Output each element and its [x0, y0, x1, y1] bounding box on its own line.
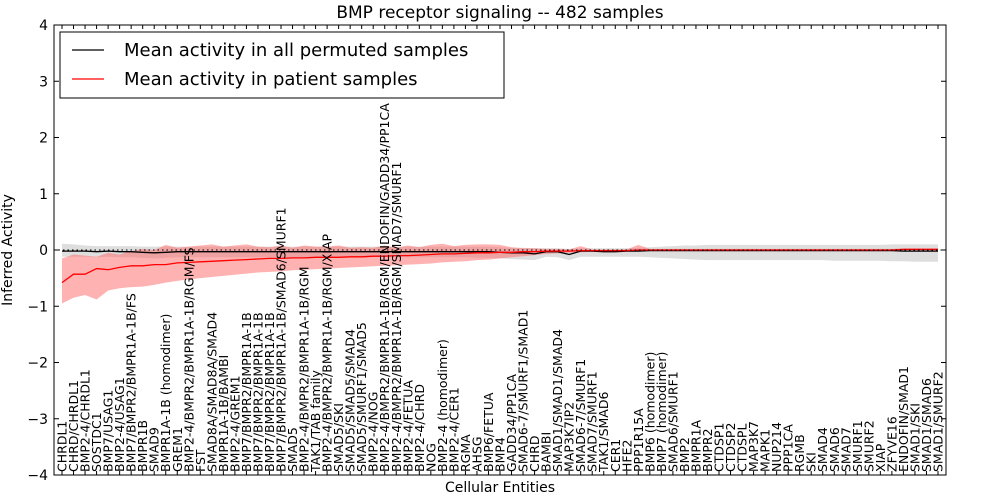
x-category-label: BMP7/BMPR2/BMPR1A-1B/FS: [124, 293, 139, 472]
x-category-label: CHRD: [527, 436, 542, 472]
x-category-labels: CHRDL1CHRD/CHRDL1BMP2-4/CHRDL1SOSTDC1BMP…: [55, 103, 946, 473]
x-axis-label: Cellular Entities: [445, 480, 555, 496]
x-category-label: BMP2-4/CHRD: [412, 384, 427, 472]
x-category-label: AHSG: [469, 436, 484, 472]
x-category-label: SMAD7: [838, 427, 853, 472]
x-category-label: MAP3K7IP2: [562, 402, 577, 472]
x-category-label: SMURF1: [850, 420, 865, 472]
x-category-label: SMAD6: [827, 427, 842, 472]
x-category-label: BMP6 (homodimer): [642, 352, 657, 472]
x-category-label: SMAD5/SMURF1/SMAD5: [354, 322, 369, 472]
x-category-label: BMPR1B: [135, 420, 150, 472]
x-category-label: SMAD6-7/SMURF1/SMAD1: [516, 310, 531, 472]
y-axis-label: Inferred Activity: [0, 194, 16, 306]
x-category-label: TAK1/TAB family: [308, 369, 323, 473]
x-category-label: BMP2: [677, 437, 692, 472]
x-category-label: GREM1: [170, 427, 185, 472]
x-category-label: CHRDL1: [55, 421, 70, 472]
x-category-label: BMP2-4/BMPR2/BMPR1A-1B/RGM/SMAD7/SMURF1: [389, 162, 404, 472]
x-category-label: XIAP: [873, 443, 888, 472]
x-category-label: SMAD5/SKI: [331, 403, 346, 472]
x-category-label: SMAD7/SMURF1: [585, 371, 600, 472]
x-category-label: BMP2-4/BMPR2/BMPR1A-1B/RGM: [297, 267, 312, 473]
chart-title: BMP receptor signaling -- 482 samples: [336, 3, 663, 23]
x-category-label: CTDSPL: [735, 424, 750, 472]
x-category-label: BMP2-4/FETUA: [400, 380, 415, 472]
x-category-label: SMAD1/SMURF2: [931, 371, 946, 472]
x-category-label: ENDOFIN/SMAD1: [896, 366, 911, 472]
legend-label-permuted: Mean activity in all permuted samples: [124, 40, 468, 61]
x-category-label: BMP2-4/CHRDL1: [78, 369, 93, 472]
x-category-label: MAP3K7: [746, 421, 761, 472]
x-category-label: SMAD6/SMURF1: [665, 371, 680, 472]
x-category-label: SMAD9: [147, 427, 162, 472]
x-category-label: SMAD1/SKI: [907, 403, 922, 472]
x-category-label: FST: [193, 449, 208, 472]
x-category-label: BMPR1A-1B/BAMBI: [216, 355, 231, 472]
x-category-label: BMP2-4/GREM1: [227, 375, 242, 472]
y-tick-label: −4: [27, 468, 48, 484]
y-tick-label: −1: [27, 299, 48, 315]
legend-box: [59, 31, 505, 99]
y-tick-label: 2: [39, 131, 48, 147]
x-category-label: BMPR1A-1B (homodimer): [158, 314, 173, 472]
x-category-label: NOG: [423, 443, 438, 472]
x-category-label: BAMBI: [539, 432, 554, 472]
x-category-label: BMP2-4/NOG: [366, 392, 381, 472]
y-tick-label: 4: [39, 18, 48, 34]
y-tick-label: 3: [39, 74, 48, 90]
x-category-label: SKI: [804, 452, 819, 472]
x-category-label: BMP2-4/BMPR2/BMPR1A-1B/RGM/XIAP: [320, 233, 335, 472]
x-category-label: SMAD5: [285, 427, 300, 472]
x-category-label: SMAD4: [815, 427, 830, 472]
x-category-label: BMP7/USAG1: [101, 390, 116, 472]
x-category-label: ZFYVE16: [884, 416, 899, 472]
y-tick-label: −2: [27, 356, 48, 372]
x-category-label: BMP2-4/BMPR2/BMPR1A-1B/RGM/FS: [181, 247, 196, 472]
x-category-label: SMAD5/SMAD5/SMAD4: [343, 329, 358, 472]
x-category-label: SMAD6-7/SMURF1: [573, 359, 588, 472]
x-category-label: BMP6/FETUA: [481, 392, 496, 472]
y-tick-label: −3: [27, 412, 48, 428]
x-category-label: BMPR2: [700, 428, 715, 472]
x-category-label: GADD34/PP1CA: [504, 374, 519, 472]
x-category-label: RGMB: [792, 434, 807, 472]
legend: Mean activity in all permuted samples Me…: [59, 31, 505, 99]
x-category-label: PPP1R15A: [631, 408, 646, 472]
x-category-label: BMP4: [493, 437, 508, 472]
x-category-label: TAK1/SMAD6: [596, 392, 611, 473]
x-axis-ticks: [61, 25, 939, 475]
x-category-label: SMURF2: [861, 420, 876, 472]
x-category-label: SOSTDC1: [89, 412, 104, 472]
x-category-label: PPP1CA: [781, 424, 796, 472]
x-category-label: BMP2-4 (homodimer): [435, 339, 450, 472]
x-category-label: NUP214: [769, 422, 784, 472]
x-category-label: CTDSP2: [723, 423, 738, 472]
legend-label-patient: Mean activity in patient samples: [124, 69, 418, 90]
x-category-label: BMP7/BMPR2/BMPR1A-1B: [239, 312, 254, 472]
x-category-label: CTDSP1: [712, 423, 727, 472]
x-category-label: SMAD8A/SMAD8A/SMAD4: [204, 312, 219, 472]
x-category-label: SMAD1/SMAD6: [919, 378, 934, 472]
x-category-label: MAPK1: [758, 429, 773, 472]
x-category-label: BMP7 (homodimer): [654, 352, 669, 472]
x-category-label: SMAD1/SMAD1/SMAD4: [550, 329, 565, 472]
y-tick-label: 0: [39, 243, 48, 259]
x-category-label: BMP2-4/BMPR2/BMPR1A-1B/RGM/ENDOFIN/GADD3…: [377, 103, 392, 472]
x-category-label: BMP7/BMPR2/BMPR1A-1B: [250, 312, 265, 472]
x-category-label: BMP2-4/CER1: [446, 387, 461, 472]
x-category-label: BMP7/BMPR2/BMPR1A-1B: [262, 312, 277, 472]
x-category-label: BMP7/BMPR2/BMPR1A-1B/SMAD6/SMURF1: [274, 207, 289, 472]
x-category-label: BMP2-4/USAG1: [112, 377, 127, 472]
y-axis-ticks: −4 −3 −2 −1 0 1 2 3 4: [27, 18, 946, 484]
x-category-label: CER1: [608, 439, 623, 472]
y-tick-label: 1: [39, 187, 48, 203]
x-category-label: CHRD/CHRDL1: [66, 380, 81, 472]
x-category-label: BMPR1A: [688, 419, 703, 472]
x-category-label: HFE2: [619, 440, 634, 472]
x-category-label: RGMA: [458, 434, 473, 472]
